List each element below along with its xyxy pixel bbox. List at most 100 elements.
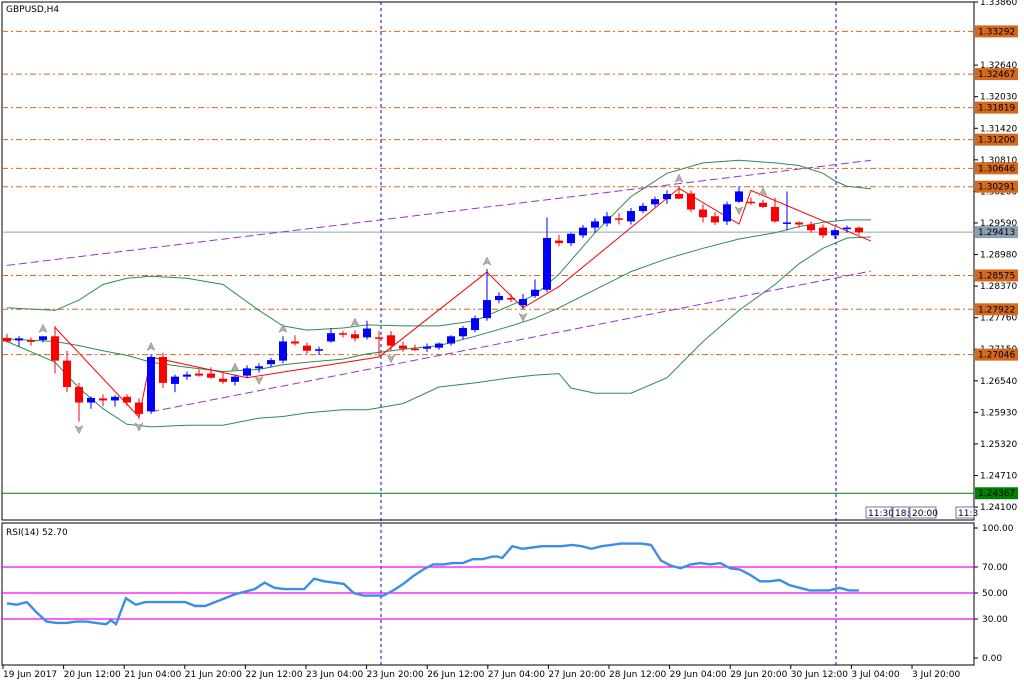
price-level-badge <box>975 180 1018 193</box>
time-tick-label: 20 Jun 12:00 <box>64 670 121 680</box>
candle-bear <box>123 396 131 403</box>
candle-bear <box>615 218 623 220</box>
candle-bull <box>267 360 275 365</box>
candle-bull <box>663 193 671 200</box>
candle-bull <box>543 237 551 290</box>
candle-bear <box>3 337 11 342</box>
candle-bear <box>99 398 107 401</box>
candle-bear <box>687 193 695 210</box>
candle-bull <box>591 221 599 228</box>
candle-bear <box>771 206 779 222</box>
price-level-badge <box>975 303 1018 316</box>
price-level-badge <box>975 348 1018 361</box>
candle-bull <box>15 338 23 341</box>
price-level-badge <box>975 269 1018 282</box>
candle-bear <box>63 360 71 388</box>
fractal-down-marker <box>518 312 528 322</box>
candle-bull <box>843 227 851 230</box>
candle-bull <box>723 204 731 222</box>
candle-bull <box>183 374 191 377</box>
candle-bear <box>159 356 167 383</box>
price-tick-label: 1.30810 <box>980 156 1017 166</box>
price-level-badge <box>975 162 1018 175</box>
fractal-down-marker <box>734 206 744 216</box>
time-tick-label: 28 Jun 12:00 <box>609 670 666 680</box>
time-tick-label: 29 Jun 20:00 <box>730 670 787 680</box>
time-tick-label: 3 Jul 20:00 <box>912 670 961 680</box>
bollinger-upper-line <box>6 159 872 331</box>
candle-bear <box>507 298 515 300</box>
fractal-down-marker <box>386 354 396 364</box>
price-tick-label: 1.24710 <box>980 471 1017 481</box>
price-level-label: 1.28575 <box>978 271 1015 281</box>
price-tick-label: 1.33860 <box>980 0 1017 8</box>
bollinger-lower-line <box>6 236 872 428</box>
candle-bull <box>579 227 587 236</box>
price-level-label: 1.27046 <box>978 351 1015 361</box>
price-tick-label: 1.25320 <box>980 440 1017 450</box>
candle-bull <box>231 376 239 382</box>
candle-bear <box>807 224 815 231</box>
candle-bear <box>75 387 83 403</box>
price-tick-label: 1.25930 <box>980 408 1017 418</box>
candle-bull <box>423 346 431 349</box>
fractal-up-marker <box>758 187 768 197</box>
rsi-tick-label: 100.00 <box>982 524 1014 534</box>
price-tick-label: 1.31420 <box>980 124 1017 134</box>
candle-bull <box>171 376 179 384</box>
price-level-label: 1.27922 <box>978 305 1015 315</box>
candle-bear <box>339 333 347 335</box>
price-level-label: 1.31819 <box>978 104 1015 114</box>
candle-bull <box>495 295 503 301</box>
candle-bull <box>147 356 155 412</box>
time-tick-label: 23 Jun 04:00 <box>306 670 363 680</box>
time-marker-label: 20:00 <box>912 509 938 519</box>
time-tick-label: 22 Jun 12:00 <box>245 670 302 680</box>
fractal-up-marker <box>482 256 492 266</box>
price-tick-label: 1.27760 <box>980 314 1017 324</box>
price-tick-label: 1.29590 <box>980 219 1017 229</box>
candle-bear <box>51 336 59 361</box>
candle-bear <box>195 373 203 376</box>
price-pane-frame <box>1 1 975 521</box>
candle-bear <box>759 202 767 207</box>
rsi-tick-label: 50.00 <box>982 589 1008 599</box>
candle-bear <box>303 345 311 351</box>
candle-bull <box>327 333 335 342</box>
candle-bull <box>651 199 659 205</box>
candle-bull <box>39 336 47 340</box>
candle-bear <box>135 402 143 414</box>
time-marker-label: 11:30 <box>868 509 894 519</box>
price-level-badge <box>975 133 1018 146</box>
candle-bear <box>855 227 863 233</box>
candle-bull <box>603 216 611 224</box>
candle-bull <box>519 299 527 306</box>
trend-lower-line <box>150 270 872 413</box>
candle-bear <box>411 348 419 351</box>
price-level-badge <box>975 101 1018 114</box>
fractal-up-marker <box>278 323 288 333</box>
candle-bull <box>735 191 743 202</box>
price-level-label: 1.32467 <box>978 70 1015 80</box>
time-marker-box <box>865 506 893 519</box>
fractal-up-marker <box>230 362 240 372</box>
time-tick-label: 19 Jun 2017 <box>3 670 57 680</box>
candle-bull <box>471 318 479 331</box>
candle-bull <box>627 211 635 222</box>
time-tick-label: 23 Jun 20:00 <box>367 670 424 680</box>
candle-bear <box>291 341 299 344</box>
time-tick-label: 21 Jun 20:00 <box>185 670 242 680</box>
fractal-up-marker <box>146 341 156 351</box>
time-marker-label: 11:3 <box>958 509 978 519</box>
fractal-up-marker <box>38 323 48 333</box>
candle-bear <box>699 209 707 218</box>
candle-bear <box>351 334 359 339</box>
candle-bear <box>555 240 563 244</box>
candle-bull <box>639 205 647 212</box>
candle-bull <box>783 222 791 224</box>
time-tick-label: 29 Jun 04:00 <box>670 670 727 680</box>
price-tick-label: 1.26540 <box>980 377 1017 387</box>
trend-upper-line <box>6 159 872 266</box>
